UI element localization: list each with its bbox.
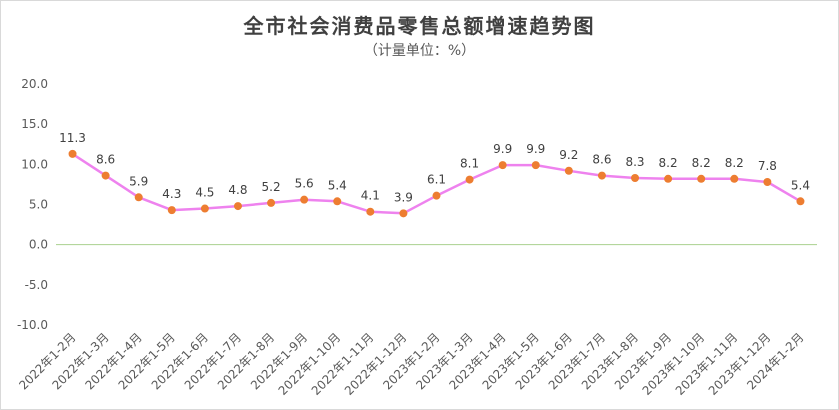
data-label: 4.3 — [162, 187, 181, 201]
data-label: 9.9 — [493, 142, 512, 156]
data-label: 4.8 — [228, 183, 247, 197]
data-label: 5.4 — [791, 178, 810, 192]
data-point-marker — [68, 149, 77, 158]
data-label: 11.3 — [59, 131, 86, 145]
data-label: 9.2 — [559, 148, 578, 162]
y-tick-label: 0.0 — [29, 238, 48, 252]
data-labels: 11.3 8.6 5.9 4.3 4.5 4.8 5.2 5.6 5.4 4.1 3.9 6.1 8.1… — [59, 131, 810, 204]
data-label: 6.1 — [427, 173, 446, 187]
data-label: 8.2 — [659, 156, 678, 170]
data-label: 8.6 — [592, 153, 611, 167]
data-point-marker — [465, 175, 474, 184]
data-point-marker — [664, 174, 673, 183]
data-label: 8.3 — [625, 155, 644, 169]
data-point-marker — [167, 206, 176, 215]
data-label: 3.9 — [394, 190, 413, 204]
data-label: 4.1 — [361, 189, 380, 203]
data-label: 7.8 — [758, 159, 777, 173]
y-tick-label: 15.0 — [21, 117, 48, 131]
data-label: 8.6 — [96, 153, 115, 167]
data-point-marker — [498, 161, 507, 170]
data-label: 5.6 — [295, 177, 314, 191]
data-label: 5.9 — [129, 174, 148, 188]
data-point-marker — [366, 207, 375, 216]
data-label: 8.1 — [460, 157, 479, 171]
data-point-marker — [597, 171, 606, 180]
y-tick-label: -5.0 — [25, 278, 48, 292]
data-point-marker — [399, 209, 408, 218]
data-point-marker — [531, 161, 540, 170]
chart-title: 全市社会消费品零售总额增速趋势图 — [243, 14, 596, 38]
y-axis-ticks: 20.0 15.0 10.0 5.0 0.0 -5.0 -10.0 — [17, 77, 48, 332]
x-axis-ticks: 2022年1-2月2022年1-3月2022年1-4月2022年1-5月2022… — [16, 330, 806, 398]
data-point-marker — [697, 174, 706, 183]
data-point-marker — [134, 193, 143, 202]
data-point-marker — [300, 195, 309, 204]
data-label: 8.2 — [692, 156, 711, 170]
data-markers — [68, 149, 805, 218]
chart-subtitle: （计量单位：%） — [363, 43, 476, 59]
data-point-marker — [267, 198, 276, 207]
data-label: 8.2 — [725, 156, 744, 170]
data-point-marker — [432, 191, 441, 200]
data-point-marker — [564, 166, 573, 175]
data-point-marker — [101, 171, 110, 180]
y-tick-label: -10.0 — [17, 318, 48, 332]
data-label: 9.9 — [526, 142, 545, 156]
y-tick-label: 20.0 — [21, 77, 48, 91]
data-label: 4.5 — [195, 186, 214, 200]
data-label: 5.2 — [262, 180, 281, 194]
data-point-marker — [631, 173, 640, 182]
data-point-marker — [333, 197, 342, 206]
data-point-marker — [233, 202, 242, 211]
data-point-marker — [730, 174, 739, 183]
y-tick-label: 5.0 — [29, 198, 48, 212]
y-tick-label: 10.0 — [21, 157, 48, 171]
data-point-marker — [796, 197, 805, 206]
data-point-marker — [200, 204, 209, 213]
data-point-marker — [763, 178, 772, 187]
data-label: 5.4 — [328, 178, 347, 192]
